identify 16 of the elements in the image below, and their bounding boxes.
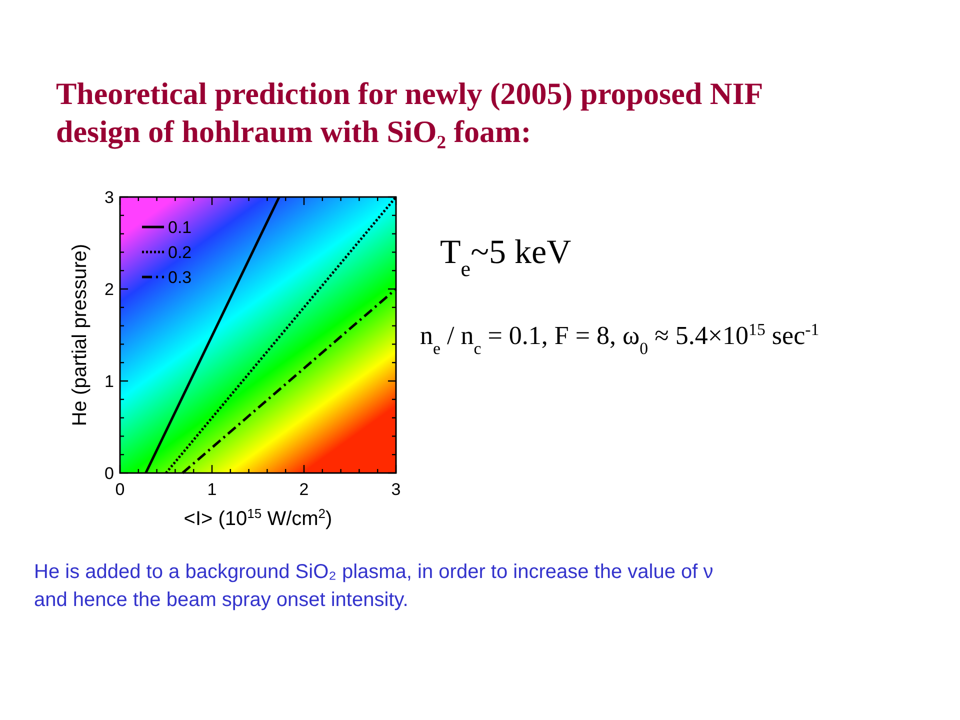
x-tick-label: 2 — [299, 480, 309, 499]
legend-label: 0.2 — [168, 243, 192, 262]
legend-label: 0.3 — [168, 268, 192, 287]
x-tick-label: 3 — [391, 480, 401, 499]
x-axis-title: <I> (10$^{15}$ W/cm$^{2}$) — [184, 506, 332, 530]
text: He is added to a background SiO₂ plasma, in order to increase the value of ν and hence the beam spray onset intensity. — [34, 561, 714, 611]
text: T$_{e}$~5 keV — [440, 234, 572, 280]
y-tick-label: 0 — [104, 464, 114, 483]
y-axis-title: He (partial pressure) — [69, 244, 91, 426]
text: n$_{e}$ / n$_{c}$ = 0.1, F = 8, ω$_{0}$ ≈ 5.4×10$^{15}$ sec$^{-1}$ — [420, 320, 820, 358]
x-tick-label: 1 — [207, 480, 217, 499]
y-tick-label: 1 — [104, 372, 114, 391]
y-tick-label: 3 — [104, 188, 114, 207]
legend-label: 0.1 — [168, 218, 192, 237]
y-tick-label: 2 — [104, 280, 114, 299]
chart-title: Theoretical prediction for newly (2005) proposed NIF design of hohlraum with SiO₂ foam: — [56, 76, 764, 149]
